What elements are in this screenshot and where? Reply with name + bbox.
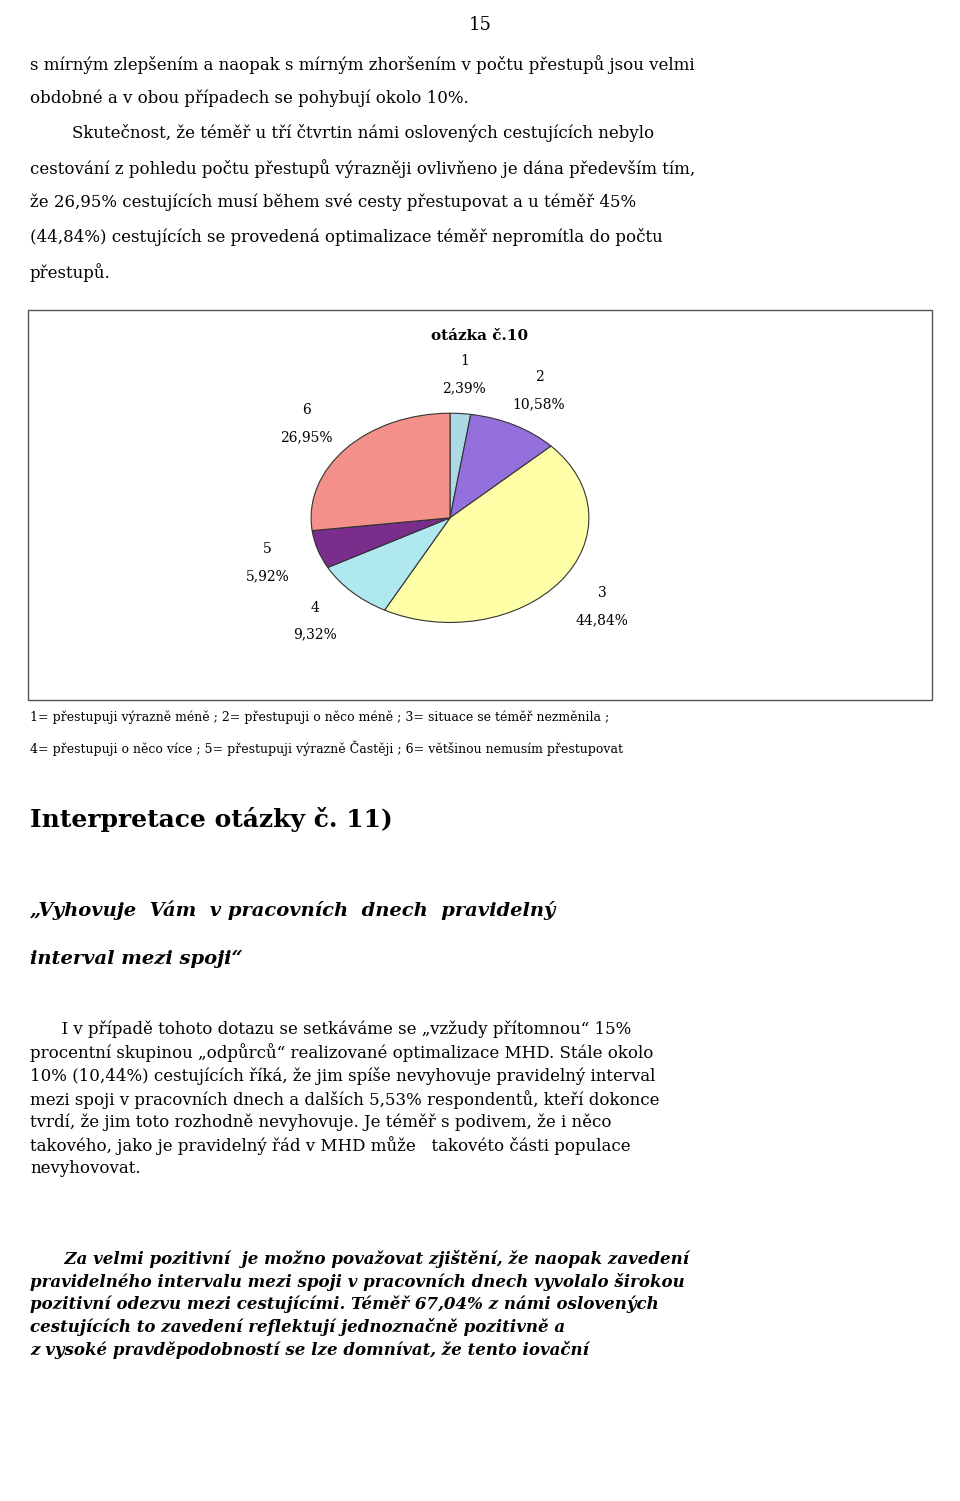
Text: I v případě tohoto dotazu se setkáváme se „vzžudy přítomnou“ 15%
procentní skupi: I v případě tohoto dotazu se setkáváme s… [30,1021,660,1177]
Text: 1= přestupuji výrazně méně ; 2= přestupuji o něco méně ; 3= situace se téměř nez: 1= přestupuji výrazně méně ; 2= přestupu… [30,710,610,723]
Wedge shape [385,446,588,623]
Text: 4= přestupuji o něco více ; 5= přestupuji výrazně Častěji ; 6= většinou nemusím : 4= přestupuji o něco více ; 5= přestupuj… [30,740,623,755]
Text: 6: 6 [302,402,311,417]
Text: 3: 3 [598,585,607,600]
Text: 2: 2 [535,371,543,384]
Text: cestování z pohledu počtu přestupů výrazněji ovlivňeno je dána především tím,: cestování z pohledu počtu přestupů výraz… [30,159,695,179]
Text: 10,58%: 10,58% [513,398,565,411]
Text: 44,84%: 44,84% [576,614,629,627]
Text: interval mezi spoji“: interval mezi spoji“ [30,950,243,968]
Text: že 26,95% cestujících musí během své cesty přestupovat a u téměř 45%: že 26,95% cestujících musí během své ces… [30,194,636,212]
Text: obdobné a v obou případech se pohybují okolo 10%.: obdobné a v obou případech se pohybují o… [30,90,468,107]
Text: 4: 4 [310,600,319,614]
Text: otázka č.10: otázka č.10 [431,330,529,344]
Text: s mírným zlepšením a naopak s mírným zhoršením v počtu přestupů jsou velmi: s mírným zlepšením a naopak s mírným zho… [30,56,695,74]
Wedge shape [311,413,450,531]
Text: 9,32%: 9,32% [293,627,337,642]
Wedge shape [327,518,450,609]
Wedge shape [450,414,551,518]
Text: Interpretace otázky č. 11): Interpretace otázky č. 11) [30,806,393,832]
Text: 2,39%: 2,39% [443,381,487,396]
Text: Skutečnost, že téměř u tří čtvrtin námi oslovených cestujících nebylo: Skutečnost, že téměř u tří čtvrtin námi … [30,125,654,143]
Text: Za velmi pozitivní  je možno považovat zjištění, že naopak zavedení
pravidelného: Za velmi pozitivní je možno považovat zj… [30,1250,689,1358]
Text: (44,84%) cestujících se provedená optimalizace téměř nepromítla do počtu: (44,84%) cestujících se provedená optima… [30,228,662,246]
Wedge shape [312,518,450,567]
Text: přestupů.: přestupů. [30,263,110,282]
Text: 5: 5 [263,542,272,557]
Text: 26,95%: 26,95% [280,429,333,444]
Text: 15: 15 [468,17,492,35]
Wedge shape [450,413,470,518]
Text: 1: 1 [460,354,468,368]
Text: 5,92%: 5,92% [246,569,289,584]
Text: „Vyhovuje  Vám  v pracovních  dnech  pravidelný: „Vyhovuje Vám v pracovních dnech pravide… [30,901,556,920]
